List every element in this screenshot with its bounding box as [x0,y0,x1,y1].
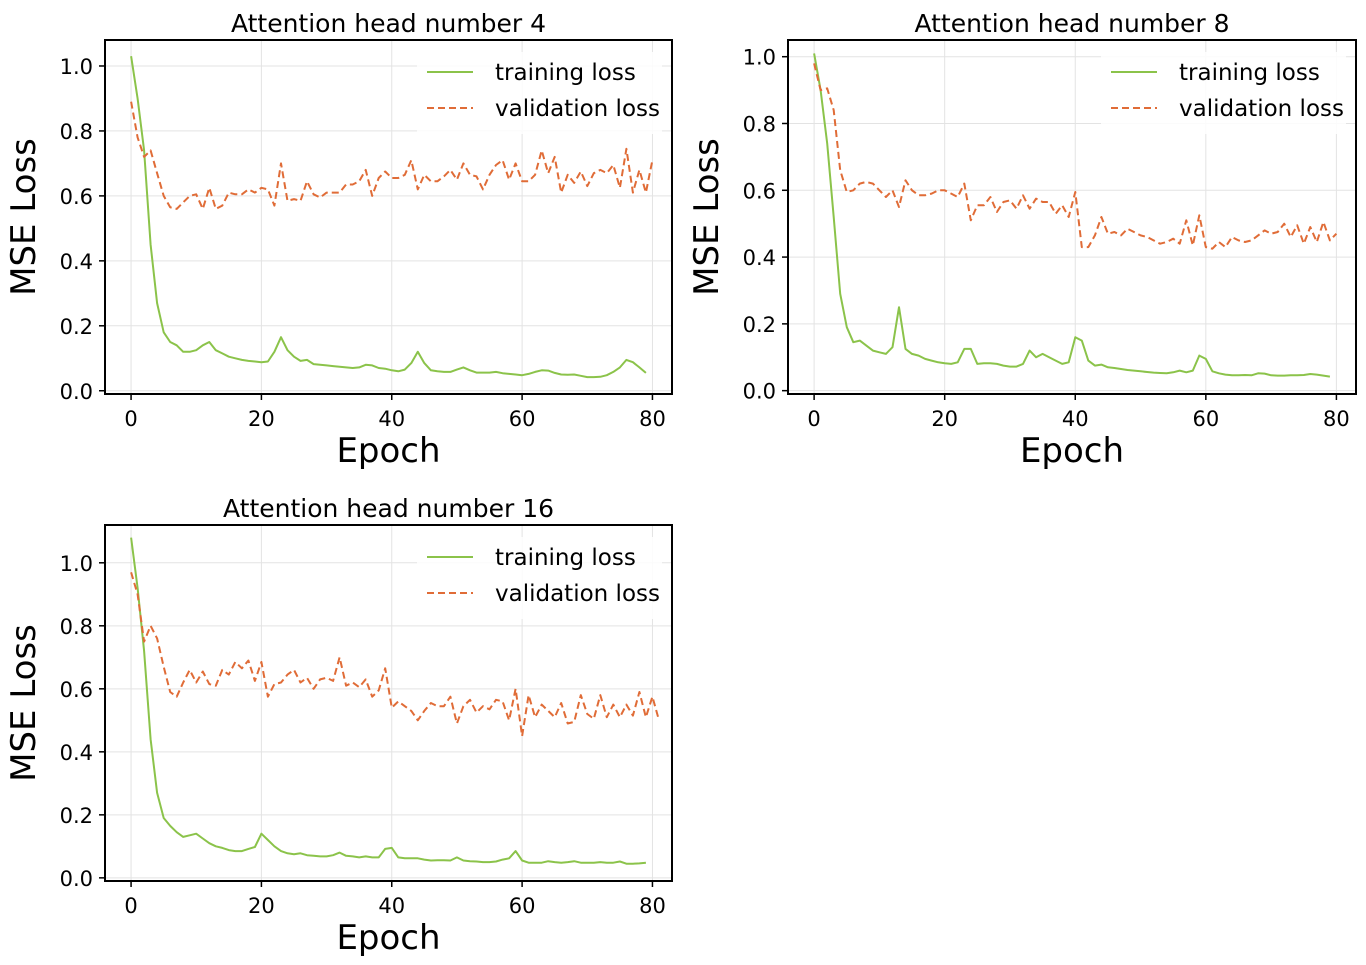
x-tick-label: 20 [248,894,275,918]
legend-label-training: training loss [495,545,636,571]
y-tick-label: 0.2 [60,804,93,828]
x-axis-label: Epoch [336,918,440,958]
y-axis-label: MSE Loss [4,138,44,296]
chart-panel-3: 0 20 40 60 80 0.0 0.2 0.4 0.6 0.8 1.0 Attention hea… [4,494,673,958]
y-tick-label: 0.0 [60,380,93,404]
x-tick-label: 20 [248,407,275,431]
chart-title: Attention head number 16 [223,494,554,523]
legend-label-validation: validation loss [1179,96,1344,122]
y-tick-label: 0.8 [743,112,776,136]
y-tick-label: 0.4 [60,250,93,274]
y-tick-label: 0.6 [60,185,93,209]
axes-frame [787,39,1357,395]
x-tick-label: 0 [124,894,137,918]
training-loss-line [130,56,647,379]
y-tick-label: 0.6 [60,678,93,702]
y-axis-label: MSE Loss [4,624,44,782]
x-tick-label: 80 [639,407,666,431]
validation-loss-line [813,63,1338,250]
x-tick-label: 80 [1323,407,1350,431]
x-tick-label: 20 [931,407,958,431]
y-tick-label: 0.8 [60,615,93,639]
chart-title: Attention head number 8 [914,9,1229,38]
y-tick-label: 0.8 [60,120,93,144]
training-loss-line [813,53,1331,378]
y-tick-label: 0.4 [743,246,776,270]
legend-label-training: training loss [495,60,636,86]
chart-panel-1: 0 20 40 60 80 0.0 0.2 0.4 0.6 0.8 1.0 Attention hea… [4,9,673,471]
training-loss-line [130,537,647,865]
y-tick-label: 0.2 [60,315,93,339]
chart-panel-2: 0 20 40 60 80 0.0 0.2 0.4 0.6 0.8 1.0 Attention hea… [687,9,1357,471]
legend: training loss validation loss [417,537,662,619]
y-tick-label: 0.0 [60,867,93,891]
legend-label-validation: validation loss [495,581,660,607]
legend-label-validation: validation loss [495,96,660,122]
x-tick-label: 60 [509,894,536,918]
x-axis-label: Epoch [336,431,440,471]
y-tick-label: 0.4 [60,741,93,765]
x-tick-label: 40 [378,407,405,431]
y-axis-label: MSE Loss [687,138,727,296]
validation-loss-line [130,101,654,210]
x-tick-label: 60 [1192,407,1219,431]
legend-box [1101,52,1346,134]
legend-label-training: training loss [1179,60,1320,86]
legend-box [417,52,662,134]
x-tick-label: 60 [509,407,536,431]
y-tick-label: 0.6 [743,179,776,203]
x-tick-label: 0 [124,407,137,431]
legend: training loss validation loss [417,52,662,134]
validation-loss-line [130,572,660,738]
axes-frame [104,39,673,395]
x-tick-label: 0 [807,407,820,431]
y-tick-label: 1.0 [60,55,93,79]
y-tick-label: 1.0 [60,552,93,576]
y-tick-label: 0.0 [743,380,776,404]
y-tick-label: 0.2 [743,313,776,337]
axes-frame [104,524,673,882]
x-tick-label: 40 [1062,407,1089,431]
x-tick-label: 80 [639,894,666,918]
chart-title: Attention head number 4 [231,9,546,38]
x-axis-label: Epoch [1020,431,1124,471]
y-tick-label: 1.0 [743,46,776,70]
x-tick-label: 40 [378,894,405,918]
legend-box [417,537,662,619]
legend: training loss validation loss [1101,52,1346,134]
